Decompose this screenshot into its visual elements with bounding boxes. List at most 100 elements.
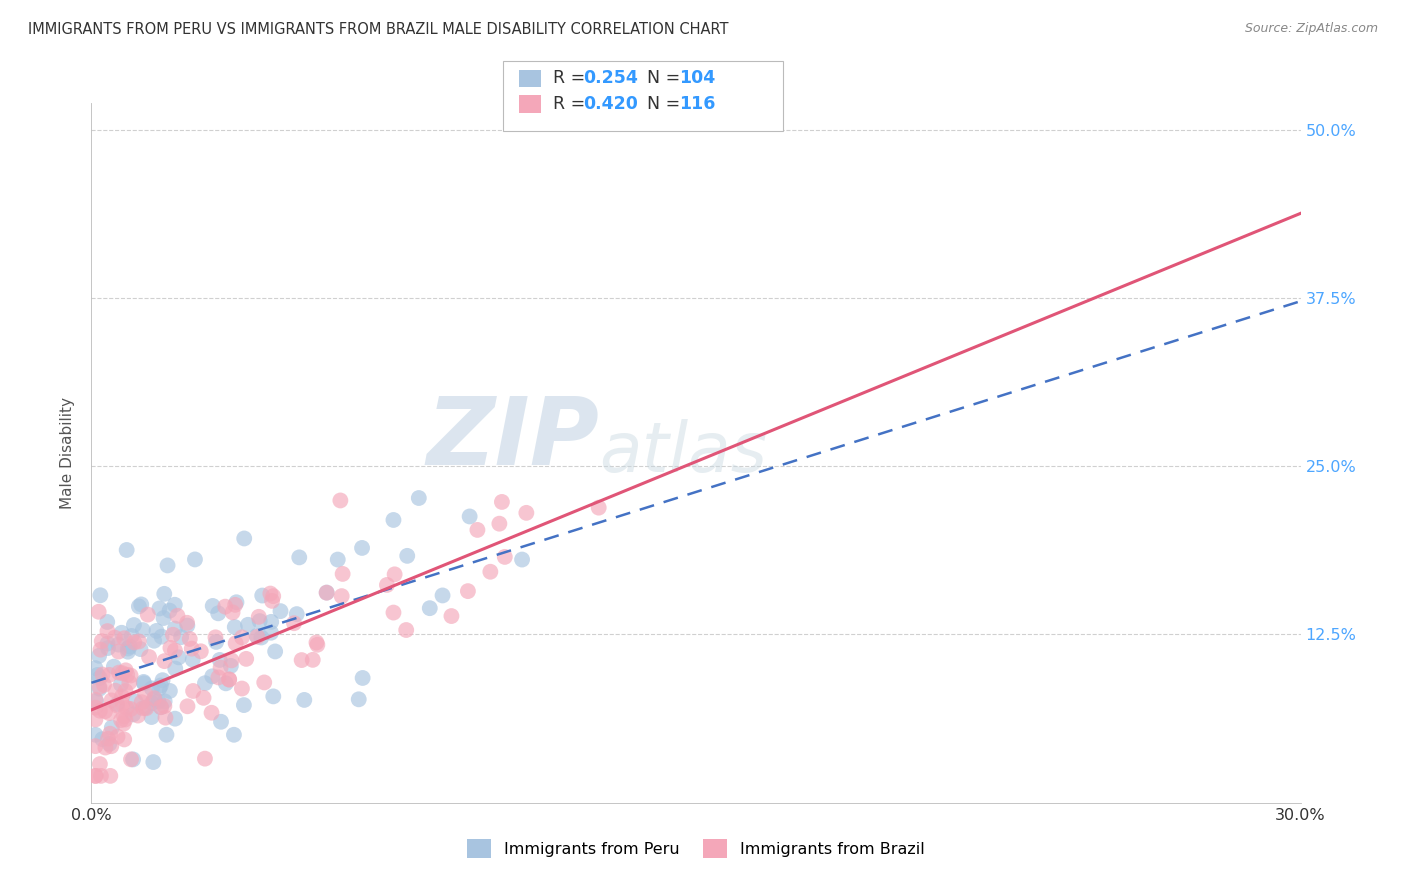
Point	[122, 707, 145, 722]
Text: Source: ZipAtlas.com: Source: ZipAtlas.com	[1244, 22, 1378, 36]
Point	[132, 676, 155, 690]
Point	[288, 550, 311, 565]
Point	[247, 609, 270, 624]
Point	[153, 699, 176, 714]
Point	[96, 624, 118, 639]
Point	[91, 667, 114, 681]
Point	[176, 615, 198, 630]
Legend: Immigrants from Peru, Immigrants from Brazil: Immigrants from Peru, Immigrants from Br…	[461, 832, 931, 865]
Point	[152, 673, 174, 688]
Point	[162, 628, 184, 642]
Point	[127, 708, 149, 723]
Point	[180, 641, 202, 656]
Point	[467, 523, 489, 537]
Point	[84, 739, 107, 753]
Point	[97, 731, 120, 746]
Point	[235, 652, 257, 666]
Point	[305, 635, 328, 649]
Point	[156, 558, 179, 573]
Point	[181, 684, 204, 698]
Point	[121, 629, 143, 643]
Text: 0.420: 0.420	[583, 95, 638, 113]
Point	[264, 644, 287, 658]
Point	[118, 675, 141, 690]
Point	[112, 716, 135, 731]
Point	[129, 598, 152, 612]
Point	[112, 732, 135, 747]
Point	[150, 700, 173, 714]
Point	[170, 630, 193, 644]
Point	[153, 654, 176, 668]
Point	[236, 617, 259, 632]
Point	[148, 694, 170, 708]
Point	[138, 650, 160, 665]
Point	[111, 690, 134, 704]
Text: 104: 104	[679, 70, 716, 87]
Point	[107, 638, 129, 652]
Point	[315, 585, 337, 599]
Text: N =: N =	[647, 95, 686, 113]
Point	[143, 692, 166, 706]
Point	[163, 712, 186, 726]
Point	[201, 669, 224, 683]
Point	[214, 599, 236, 614]
Text: ZIP: ZIP	[426, 392, 599, 484]
Point	[89, 757, 111, 772]
Point	[124, 694, 146, 708]
Point	[120, 752, 142, 766]
Point	[204, 630, 226, 644]
Point	[141, 696, 163, 710]
Point	[181, 653, 204, 667]
Point	[89, 681, 111, 696]
Point	[98, 706, 121, 720]
Point	[110, 713, 132, 727]
Point	[231, 631, 253, 645]
Point	[260, 594, 283, 608]
Point	[115, 667, 138, 681]
Point	[159, 640, 181, 655]
Point	[111, 666, 134, 681]
Point	[224, 598, 246, 612]
Point	[136, 607, 159, 622]
Point	[150, 630, 173, 644]
Point	[107, 644, 129, 658]
Point	[117, 645, 139, 659]
Point	[120, 668, 142, 682]
Point	[148, 681, 170, 696]
Point	[190, 644, 212, 658]
Point	[179, 632, 201, 646]
Text: N =: N =	[647, 70, 686, 87]
Point	[250, 631, 273, 645]
Point	[221, 653, 243, 667]
Point	[233, 532, 256, 546]
Point	[270, 604, 292, 618]
Point	[253, 675, 276, 690]
Point	[159, 604, 181, 618]
Point	[118, 640, 141, 654]
Point	[84, 769, 107, 783]
Point	[326, 552, 349, 566]
Point	[432, 589, 454, 603]
Point	[94, 704, 117, 718]
Point	[152, 611, 174, 625]
Point	[395, 623, 418, 637]
Point	[382, 513, 405, 527]
Point	[86, 668, 108, 682]
Text: 0.254: 0.254	[583, 70, 638, 87]
Point	[117, 641, 139, 656]
Point	[218, 673, 240, 687]
Point	[93, 678, 115, 692]
Point	[98, 668, 121, 682]
Point	[100, 693, 122, 707]
Point	[84, 692, 107, 706]
Point	[384, 567, 406, 582]
Point	[285, 607, 308, 621]
Point	[205, 635, 228, 649]
Point	[84, 694, 107, 708]
Point	[201, 599, 224, 613]
Point	[145, 624, 167, 638]
Point	[440, 609, 463, 624]
Point	[84, 700, 107, 714]
Point	[245, 629, 267, 643]
Point	[307, 638, 329, 652]
